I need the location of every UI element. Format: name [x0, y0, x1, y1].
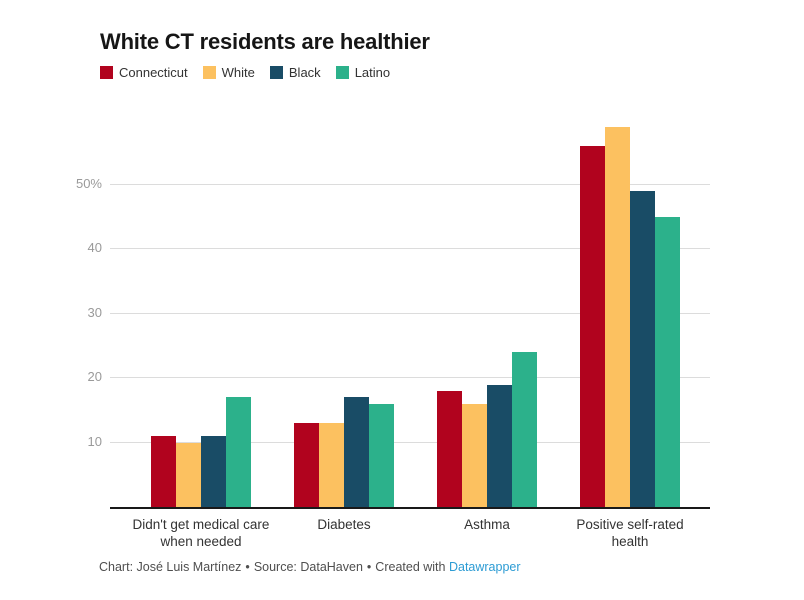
bar-white-3[interactable]: [462, 403, 487, 507]
bar-latino-1[interactable]: [226, 397, 251, 507]
bar-chart: 10 20 30 40 50% Didn't get medical care when …: [76, 117, 710, 549]
datawrapper-link[interactable]: Datawrapper: [448, 560, 521, 574]
legend-label: Connecticut: [119, 65, 188, 80]
legend-swatch-latino: [335, 66, 349, 79]
y-tick-label-30: 30: [87, 304, 102, 320]
footer-credit: Chart: José Luis Martínez: [99, 560, 242, 574]
legend-label: White: [221, 65, 255, 80]
legend-swatch-white: [202, 66, 216, 79]
bar-latino-2[interactable]: [369, 403, 394, 507]
bar-white-4[interactable]: [605, 126, 630, 507]
bar-black-4[interactable]: [630, 191, 655, 507]
bar-connecticut-2[interactable]: [294, 423, 319, 507]
bar-black-2[interactable]: [344, 397, 369, 507]
gridline-40: [110, 248, 710, 250]
plot-area: [110, 117, 710, 509]
x-category-label: Didn't get medical care when needed: [132, 517, 270, 549]
legend-item-connecticut: Connecticut: [100, 65, 188, 80]
legend-item-latino: Latino: [335, 65, 391, 80]
y-tick-label-40: 40: [87, 240, 102, 256]
legend-swatch-black: [269, 66, 283, 79]
gridline-20: [110, 377, 710, 379]
legend: Connecticut White Black Latino: [100, 65, 390, 80]
legend-item-white: White: [202, 65, 255, 80]
bar-connecticut-3[interactable]: [437, 390, 462, 507]
legend-label: Black: [288, 65, 321, 80]
footer: Chart: José Luis Martínez • Source: DataHa…: [99, 560, 521, 574]
gridline-10: [110, 441, 710, 443]
bar-latino-3[interactable]: [512, 352, 537, 507]
footer-separator: •: [245, 560, 250, 574]
x-category-label: Asthma: [464, 517, 510, 532]
legend-swatch-connecticut: [100, 66, 113, 79]
legend-item-black: Black: [269, 65, 321, 80]
footer-created-with: Created with: [375, 560, 446, 574]
y-tick-label-20: 20: [87, 369, 102, 385]
bar-white-1[interactable]: [176, 442, 201, 507]
footer-separator: •: [366, 560, 372, 574]
bar-black-1[interactable]: [201, 436, 226, 507]
x-category-label: Positive self-rated health: [576, 517, 684, 549]
bar-latino-4[interactable]: [655, 216, 680, 507]
y-tick-label-10: 10: [87, 433, 102, 449]
gridline-30: [110, 312, 710, 314]
bar-connecticut-1[interactable]: [151, 436, 176, 507]
legend-label: Latino: [354, 65, 391, 80]
bar-white-2[interactable]: [319, 423, 344, 507]
gridline-50: [110, 183, 710, 185]
bar-connecticut-4[interactable]: [580, 146, 605, 507]
y-tick-label-50: 50%: [75, 175, 102, 191]
bar-black-3[interactable]: [487, 384, 512, 507]
x-category-label: Diabetes: [317, 517, 371, 532]
chart-title: White CT residents are healthier: [100, 29, 430, 54]
footer-source: Source: DataHaven: [253, 560, 363, 574]
